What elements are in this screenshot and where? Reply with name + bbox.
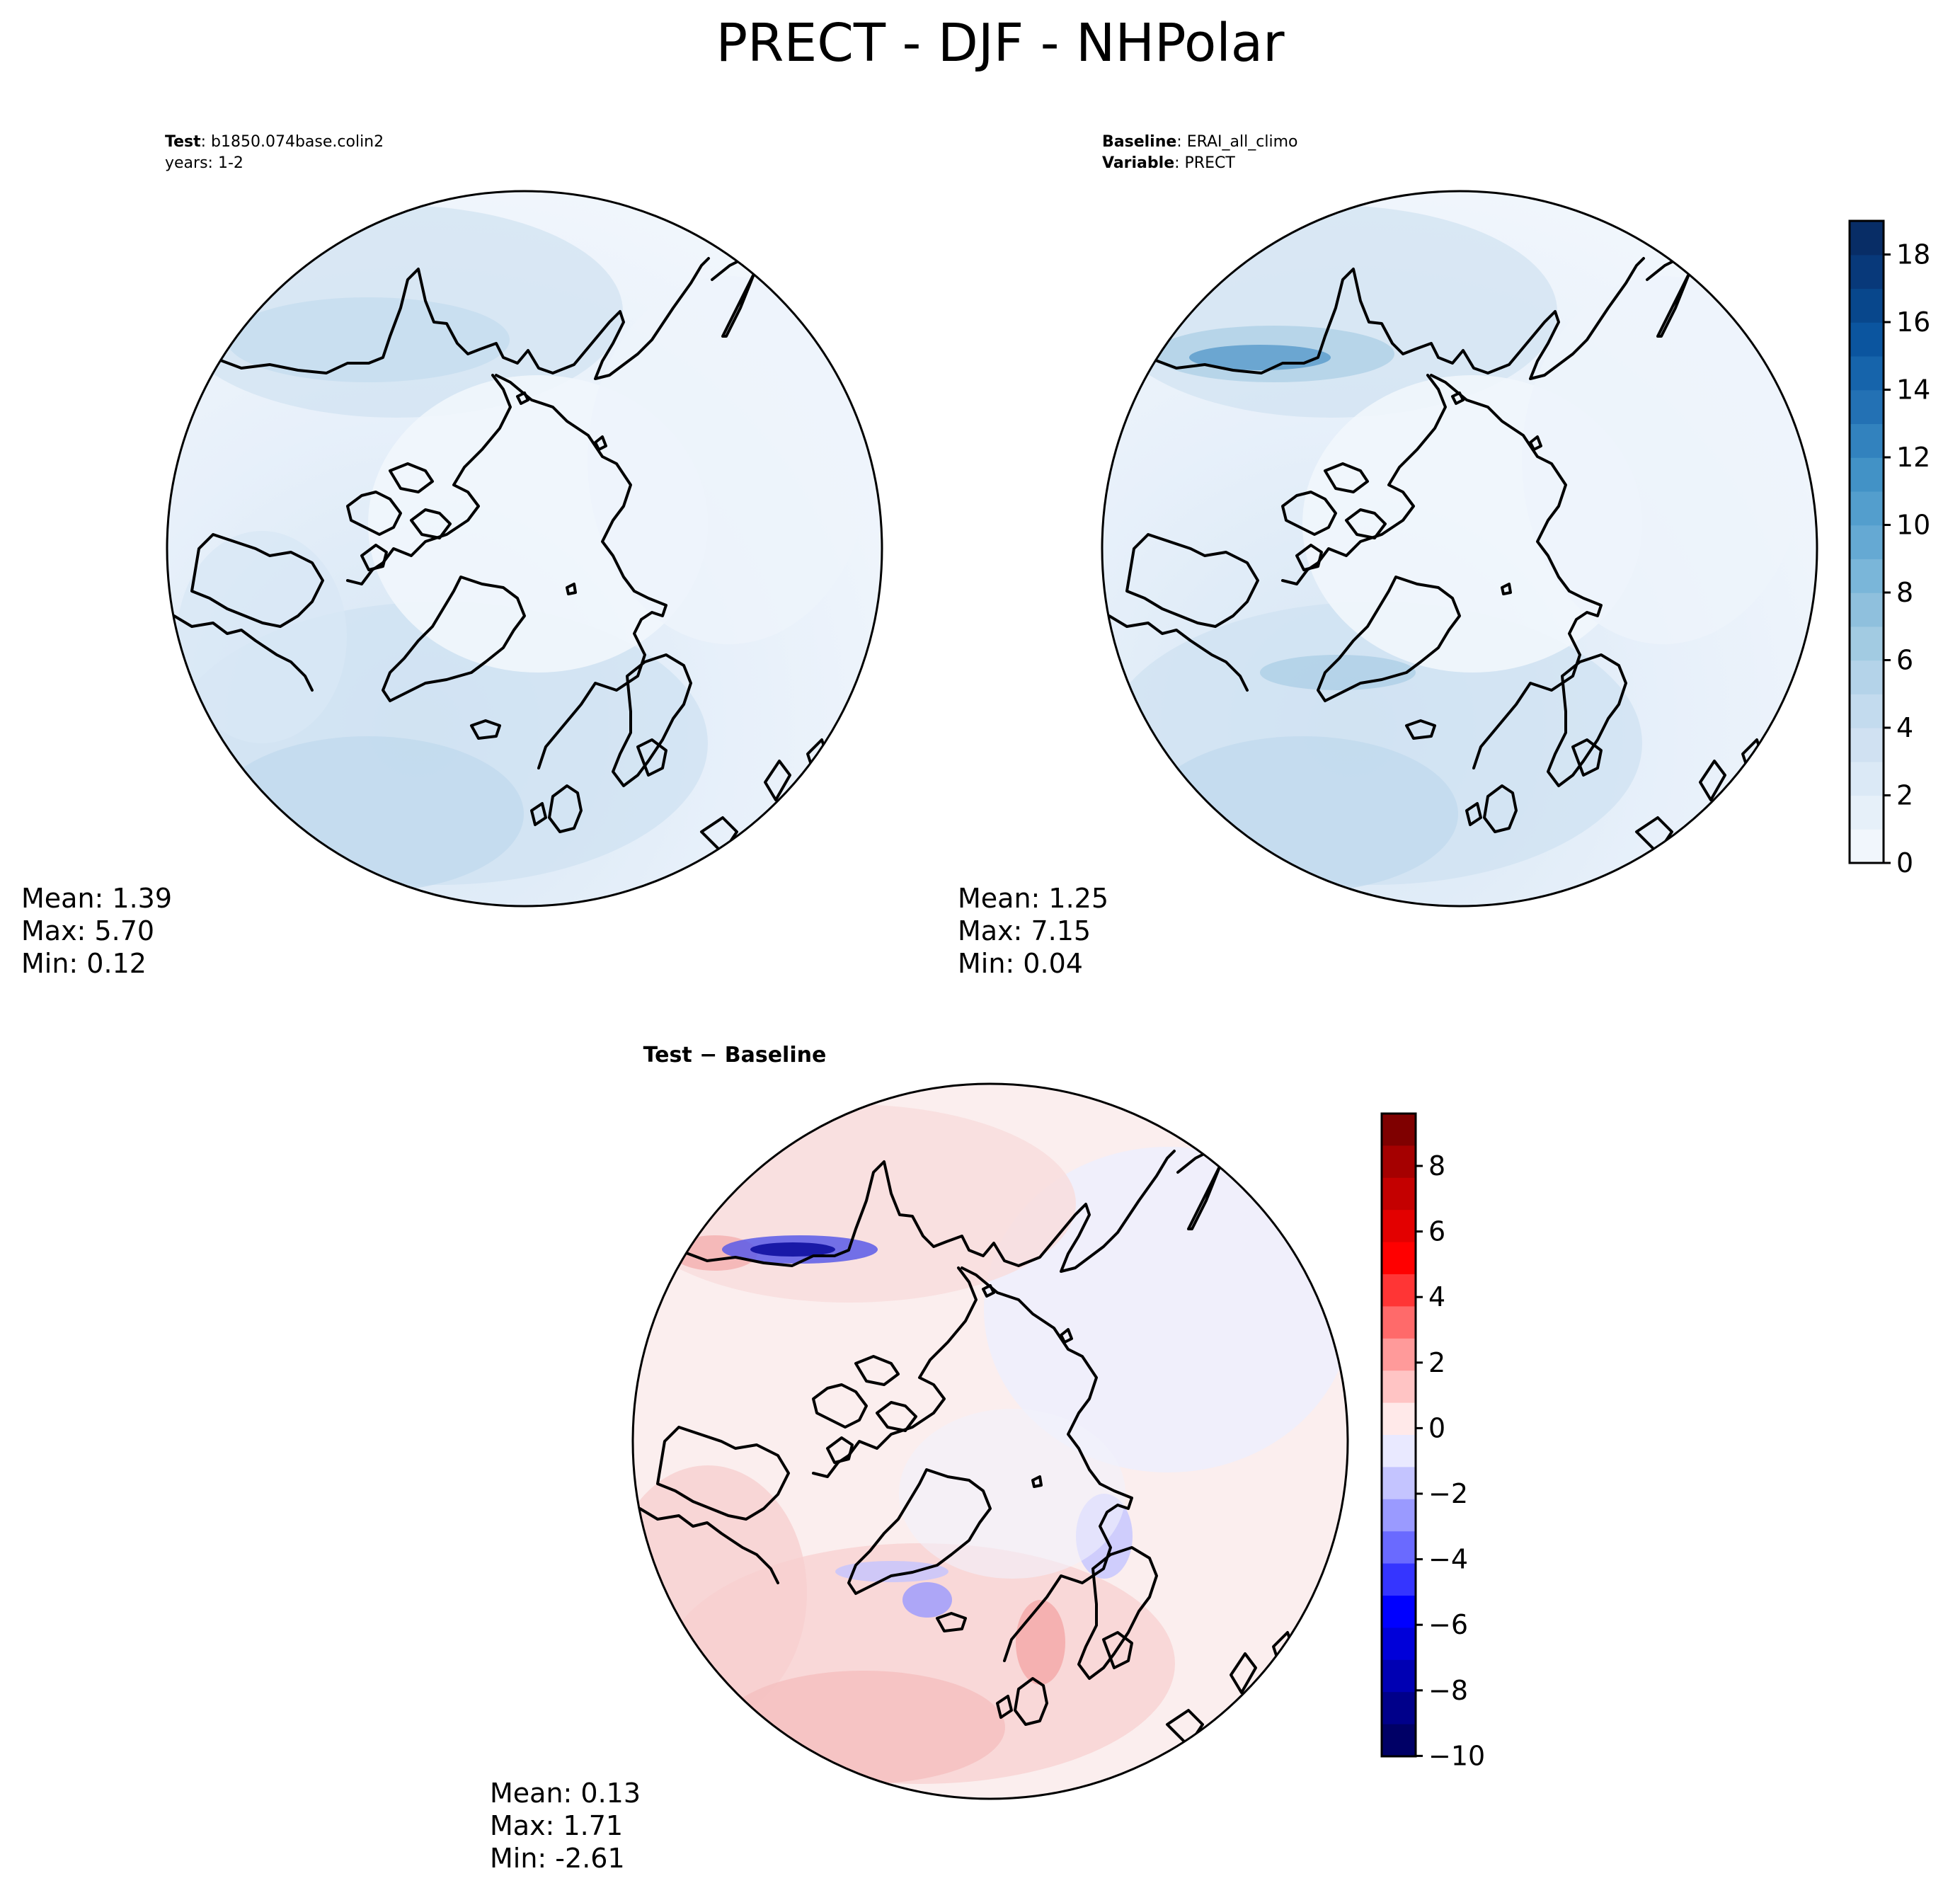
colorbar-diff-segment (1382, 1145, 1416, 1179)
baseline-variable-value: PRECT (1185, 154, 1236, 172)
baseline-header-value: ERAI_all_climo (1187, 133, 1298, 151)
colorbar-main-tick-label: 8 (1896, 577, 1913, 608)
test-map-boundary (166, 190, 883, 908)
colorbar-diff-segment (1382, 1177, 1416, 1211)
colorbar-main-tick-label: 10 (1896, 510, 1930, 541)
colorbar-diff-segment (1382, 1274, 1416, 1307)
test-max: Max: 5.70 (21, 915, 154, 946)
test-min: Min: 0.12 (21, 948, 147, 979)
colorbar-diff-segment (1382, 1435, 1416, 1468)
colorbar-diff-segment (1382, 1724, 1416, 1757)
baseline-header-line-2: Variable: PRECT (1102, 154, 1235, 172)
colorbar-main-segment (1850, 355, 1884, 391)
baseline-map-boundary (1101, 190, 1818, 908)
colorbar-main-segment (1850, 525, 1884, 559)
colorbar-main-frame (1848, 219, 1885, 864)
colorbar-diff-tick-label: 6 (1428, 1216, 1445, 1247)
colorbar-diff-segment (1382, 1499, 1416, 1532)
colorbar-main-segment (1850, 795, 1884, 830)
colorbar-main-tick-label: 4 (1896, 712, 1913, 743)
colorbar-diff-segment (1382, 1467, 1416, 1500)
baseline-variable-label: Variable (1102, 154, 1174, 172)
colorbar-main-segment (1850, 694, 1884, 728)
colorbar-diff-segment (1382, 1659, 1416, 1693)
test-panel: Test: b1850.074base.colin2 years: 1-2 Me… (21, 133, 883, 979)
colorbar-diff-segment (1382, 1242, 1416, 1275)
colorbar-main-segment (1850, 559, 1884, 593)
test-mean: Mean: 1.39 (21, 883, 172, 914)
colorbar-diff-tick-label: −2 (1428, 1478, 1468, 1509)
baseline-header-line-1: Baseline: ERAI_all_climo (1102, 133, 1297, 151)
colorbar-main: 0 2 4 6 8 10 12 14 16 18 (1848, 219, 1930, 879)
colorbar-diff-tick-label: −6 (1428, 1609, 1468, 1640)
colorbar-main-segment (1850, 457, 1884, 492)
colorbar-main-tick-label: 6 (1896, 645, 1913, 676)
colorbar-diff-segment (1382, 1627, 1416, 1661)
colorbar-main-segment (1850, 389, 1884, 425)
baseline-panel: Baseline: ERAI_all_climo Variable: PRECT… (958, 133, 1818, 979)
colorbar-diff-tick-label: −4 (1428, 1544, 1468, 1575)
baseline-header-label: Baseline (1102, 133, 1176, 151)
colorbar-diff-tick-label: 8 (1428, 1150, 1445, 1182)
colorbar-main-segment (1850, 728, 1884, 762)
colorbar-main-segment (1850, 829, 1884, 864)
diff-mean: Mean: 0.13 (490, 1778, 641, 1809)
colorbar-diff-tick-label: −10 (1428, 1740, 1485, 1771)
colorbar-diff-segment (1382, 1306, 1416, 1339)
colorbar-main-segment (1850, 761, 1884, 796)
colorbar-main-segment (1850, 254, 1884, 290)
colorbar-main-segment (1850, 423, 1884, 458)
test-map (167, 191, 882, 906)
colorbar-main-segment (1850, 322, 1884, 357)
colorbar-main-tick-label: 16 (1896, 307, 1930, 338)
colorbar-diff-segment (1382, 1114, 1416, 1146)
colorbar-diff-tick-label: 4 (1428, 1281, 1445, 1312)
diff-map-boundary (631, 1082, 1349, 1800)
test-header-line-2: years: 1-2 (165, 154, 243, 172)
colorbar-diff-segment (1382, 1692, 1416, 1725)
colorbar-diff-segment (1382, 1402, 1416, 1436)
figure-title: PRECT - DJF - NHPolar (716, 13, 1285, 74)
colorbar-diff-tick-label: −8 (1428, 1675, 1468, 1706)
colorbar-main-tick-label: 18 (1896, 239, 1930, 270)
colorbar-diff-segment (1382, 1371, 1416, 1404)
colorbar-diff-tick-label: 0 (1428, 1412, 1445, 1443)
colorbar-diff-segment (1382, 1596, 1416, 1628)
colorbar-diff: 8 6 4 2 0 −2 −4 −6 −8 −10 (1380, 1112, 1485, 1771)
diff-map (633, 1084, 1348, 1799)
colorbar-diff-tick-label: 2 (1428, 1347, 1445, 1378)
colorbar-main-segment (1850, 626, 1884, 661)
test-header-line-1: Test: b1850.074base.colin2 (165, 133, 384, 151)
colorbar-diff-segment (1382, 1531, 1416, 1564)
baseline-map (1102, 191, 1817, 906)
diff-title: Test − Baseline (643, 1043, 827, 1068)
colorbar-main-segment (1850, 221, 1884, 256)
colorbar-diff-segment (1382, 1563, 1416, 1596)
diff-panel: Test − Baseline Mean: 0.13 Max: 1.71 Min… (490, 1043, 1349, 1874)
colorbar-main-tick-label: 0 (1896, 847, 1913, 879)
colorbar-diff-segment (1382, 1338, 1416, 1371)
colorbar-main-segment (1850, 660, 1884, 694)
colorbar-main-tick-label: 12 (1896, 442, 1930, 473)
baseline-min: Min: 0.04 (958, 948, 1083, 979)
diff-min: Min: -2.61 (490, 1843, 625, 1874)
colorbar-diff-frame (1380, 1112, 1417, 1758)
colorbar-diff-segment (1382, 1210, 1416, 1243)
colorbar-main-segment (1850, 288, 1884, 323)
colorbar-main-tick-label: 2 (1896, 780, 1913, 811)
colorbar-main-segment (1850, 593, 1884, 627)
diff-max: Max: 1.71 (490, 1810, 623, 1841)
test-header-label: Test (165, 133, 201, 151)
baseline-max: Max: 7.15 (958, 915, 1091, 946)
test-header-value: b1850.074base.colin2 (211, 133, 384, 151)
colorbar-main-segment (1850, 491, 1884, 526)
baseline-mean: Mean: 1.25 (958, 883, 1108, 914)
colorbar-main-tick-label: 14 (1896, 374, 1930, 406)
